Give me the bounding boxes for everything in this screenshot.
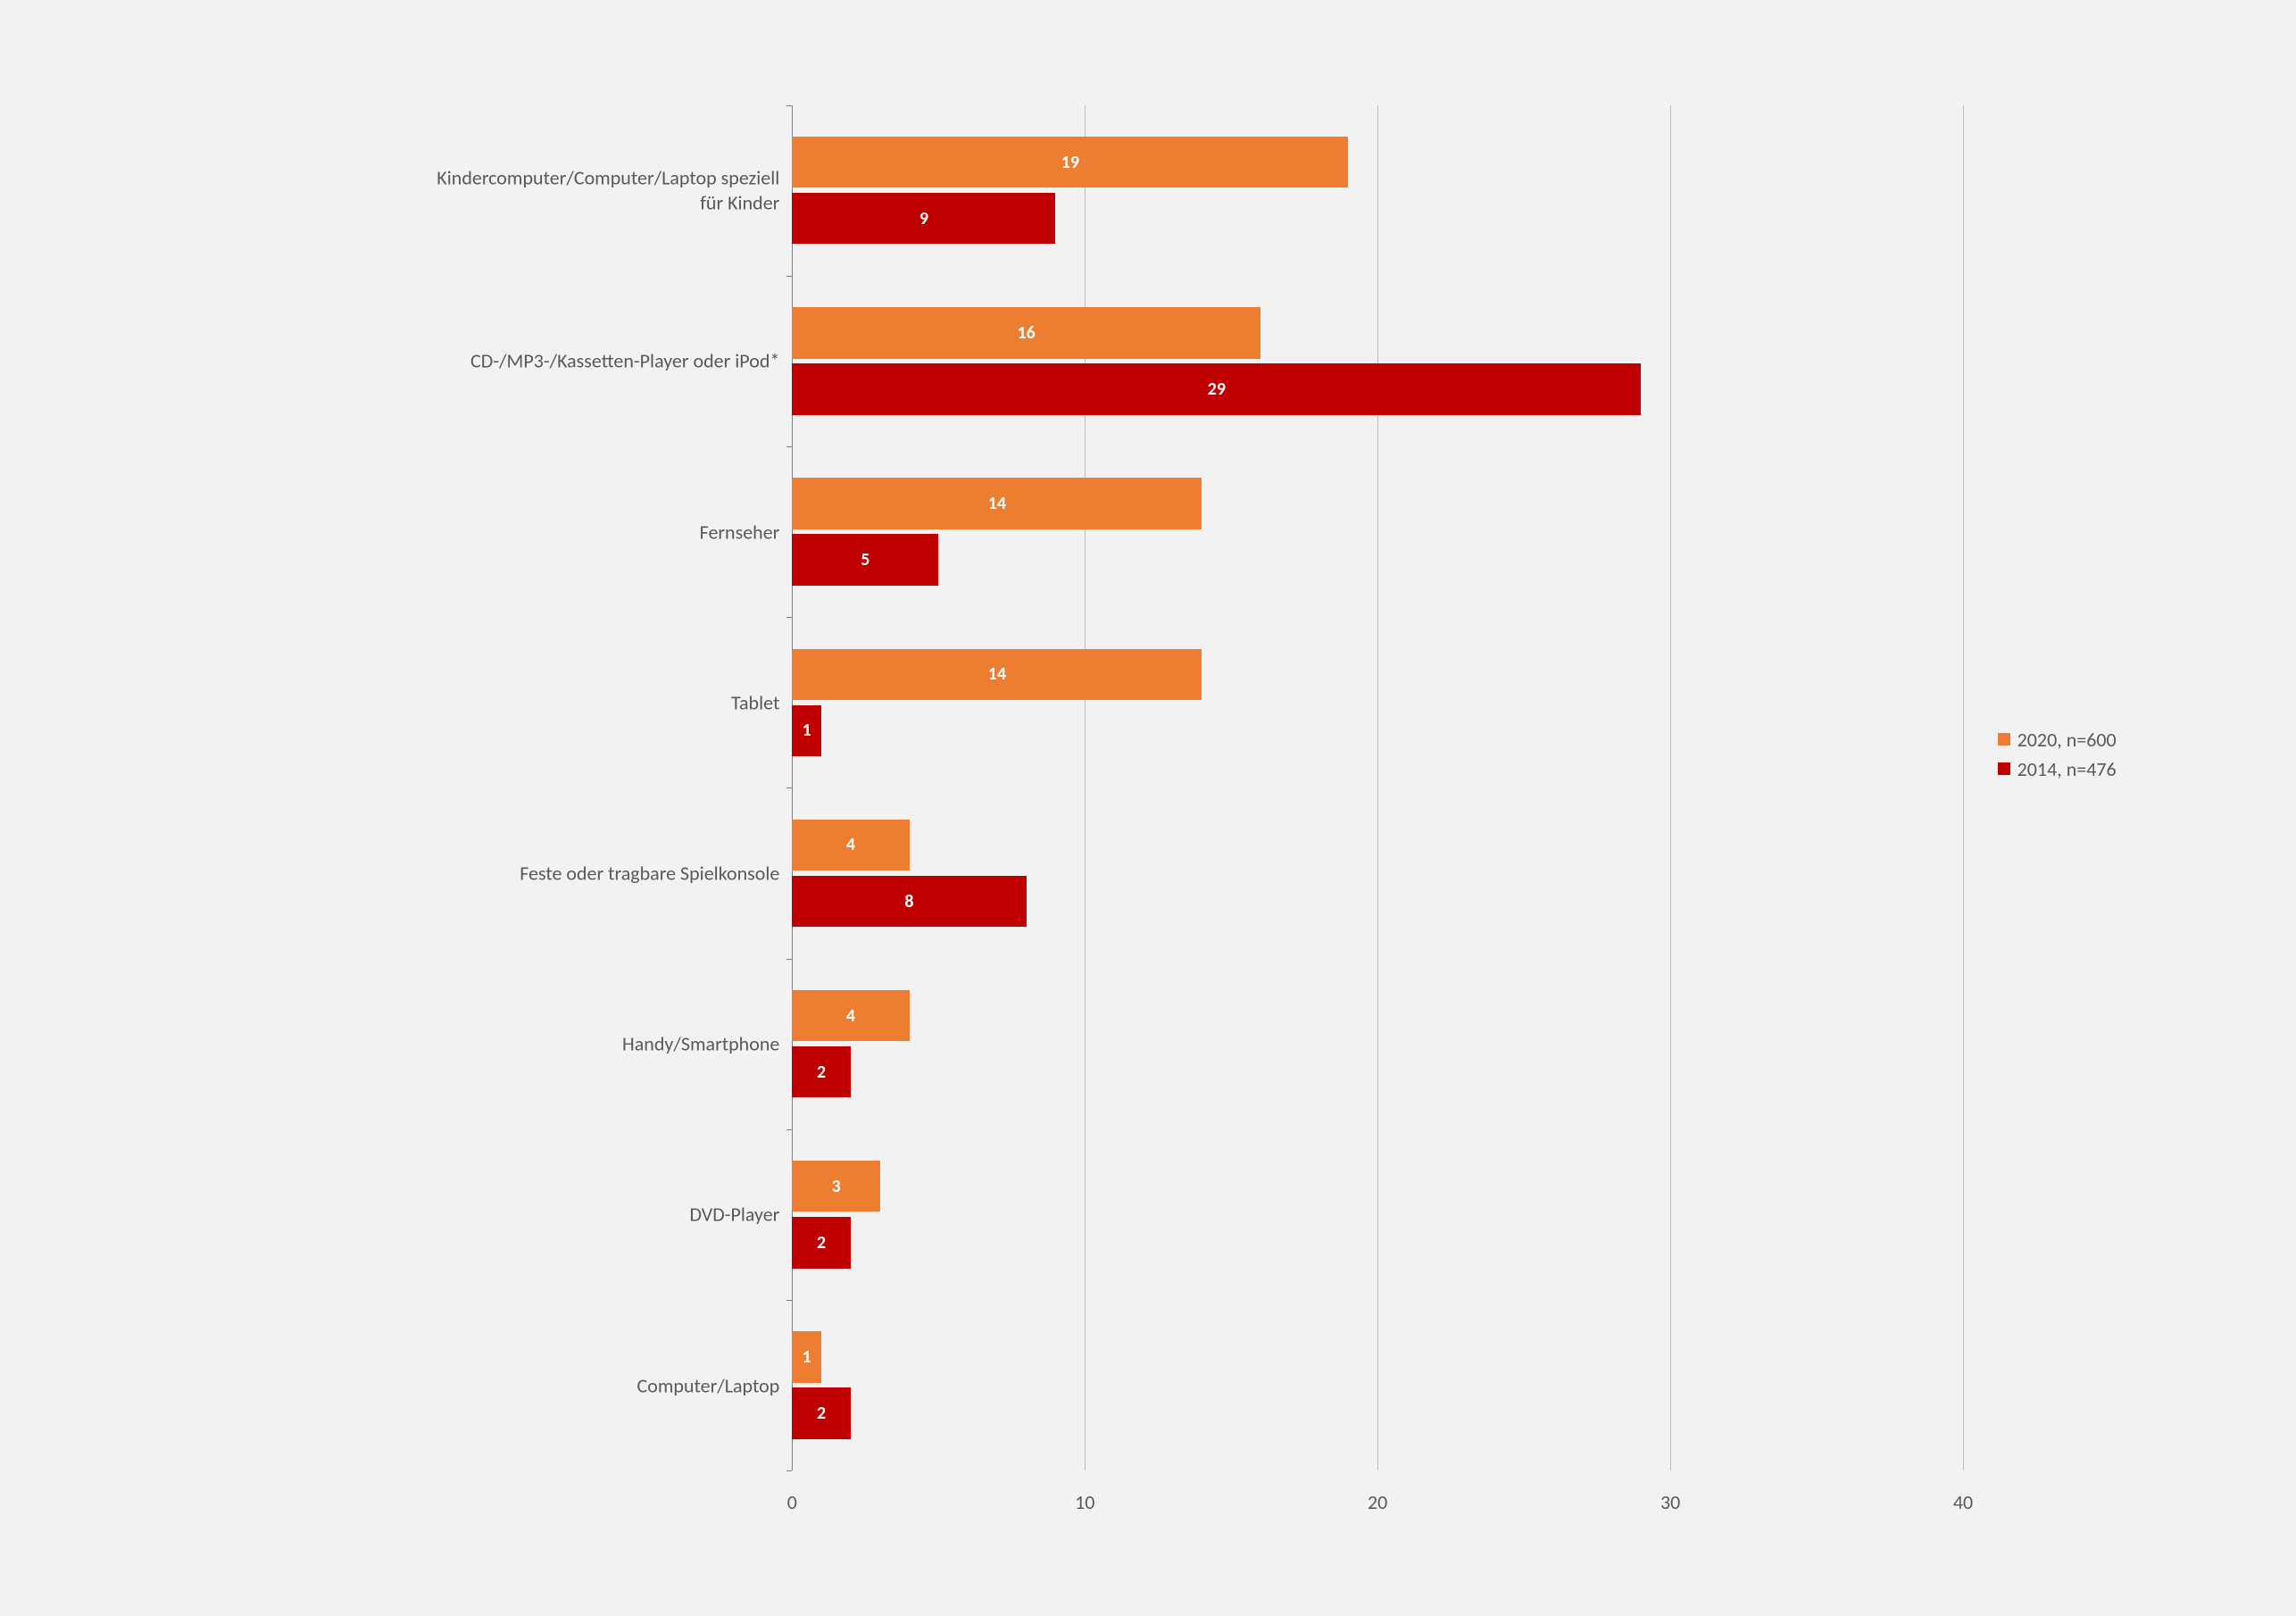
legend-item: 2014, n=476 bbox=[1998, 757, 2117, 781]
bar-value-label: 14 bbox=[988, 663, 1006, 685]
category-label: Handy/Smartphone bbox=[417, 1031, 792, 1056]
grid-line bbox=[1963, 105, 1964, 1470]
y-tick-mark bbox=[786, 787, 792, 788]
chart-container: 199162914514148423212010203040Kindercomp… bbox=[0, 0, 2296, 1616]
bar-value-label: 2 bbox=[817, 1403, 826, 1424]
bar-value-label: 5 bbox=[861, 549, 869, 571]
grid-line bbox=[1670, 105, 1671, 1470]
bar-value-label: 4 bbox=[846, 834, 855, 855]
legend-swatch bbox=[1998, 733, 2010, 746]
y-tick-mark bbox=[786, 1470, 792, 1471]
legend-label: 2020, n=600 bbox=[2017, 728, 2117, 752]
bar-value-label: 2 bbox=[817, 1062, 826, 1083]
category-label: Kindercomputer/Computer/Laptop speziell … bbox=[417, 166, 792, 215]
y-tick-mark bbox=[786, 1300, 792, 1301]
y-tick-mark bbox=[786, 105, 792, 106]
x-axis-tick-label: 0 bbox=[787, 1490, 797, 1514]
category-label: Tablet bbox=[417, 690, 792, 715]
x-axis-tick-label: 40 bbox=[1953, 1490, 1973, 1514]
bar-value-label: 1 bbox=[803, 720, 811, 741]
y-tick-mark bbox=[786, 1129, 792, 1130]
bar-value-label: 9 bbox=[919, 208, 928, 229]
bar-value-label: 3 bbox=[831, 1176, 840, 1197]
legend: 2020, n=600 2014, n=476 bbox=[1998, 728, 2117, 787]
legend-item: 2020, n=600 bbox=[1998, 728, 2117, 752]
bar-value-label: 19 bbox=[1061, 152, 1079, 173]
legend-swatch bbox=[1998, 762, 2010, 775]
y-tick-mark bbox=[786, 617, 792, 618]
y-tick-mark bbox=[786, 276, 792, 277]
category-label: Computer/Laptop bbox=[417, 1373, 792, 1398]
bar-value-label: 2 bbox=[817, 1232, 826, 1254]
x-axis-tick-label: 30 bbox=[1660, 1490, 1680, 1514]
legend-label: 2014, n=476 bbox=[2017, 757, 2117, 781]
y-tick-mark bbox=[786, 446, 792, 447]
x-axis-tick-label: 20 bbox=[1368, 1490, 1387, 1514]
category-label: Feste oder tragbare Spielkonsole bbox=[417, 861, 792, 886]
bar-value-label: 16 bbox=[1018, 322, 1036, 344]
bar-value-label: 29 bbox=[1208, 379, 1226, 400]
category-label: DVD-Player bbox=[417, 1203, 792, 1228]
bar-value-label: 1 bbox=[803, 1346, 811, 1368]
bar-value-label: 14 bbox=[988, 493, 1006, 514]
bar-value-label: 4 bbox=[846, 1005, 855, 1027]
bar-value-label: 8 bbox=[904, 891, 913, 912]
category-label: Fernseher bbox=[417, 520, 792, 545]
category-label: CD-/MP3-/Kassetten-Player oder iPod* bbox=[417, 349, 792, 374]
x-axis-tick-label: 10 bbox=[1075, 1490, 1094, 1514]
grid-line bbox=[1377, 105, 1378, 1470]
y-tick-mark bbox=[786, 959, 792, 960]
plot-area: 199162914514148423212 bbox=[792, 105, 1963, 1470]
